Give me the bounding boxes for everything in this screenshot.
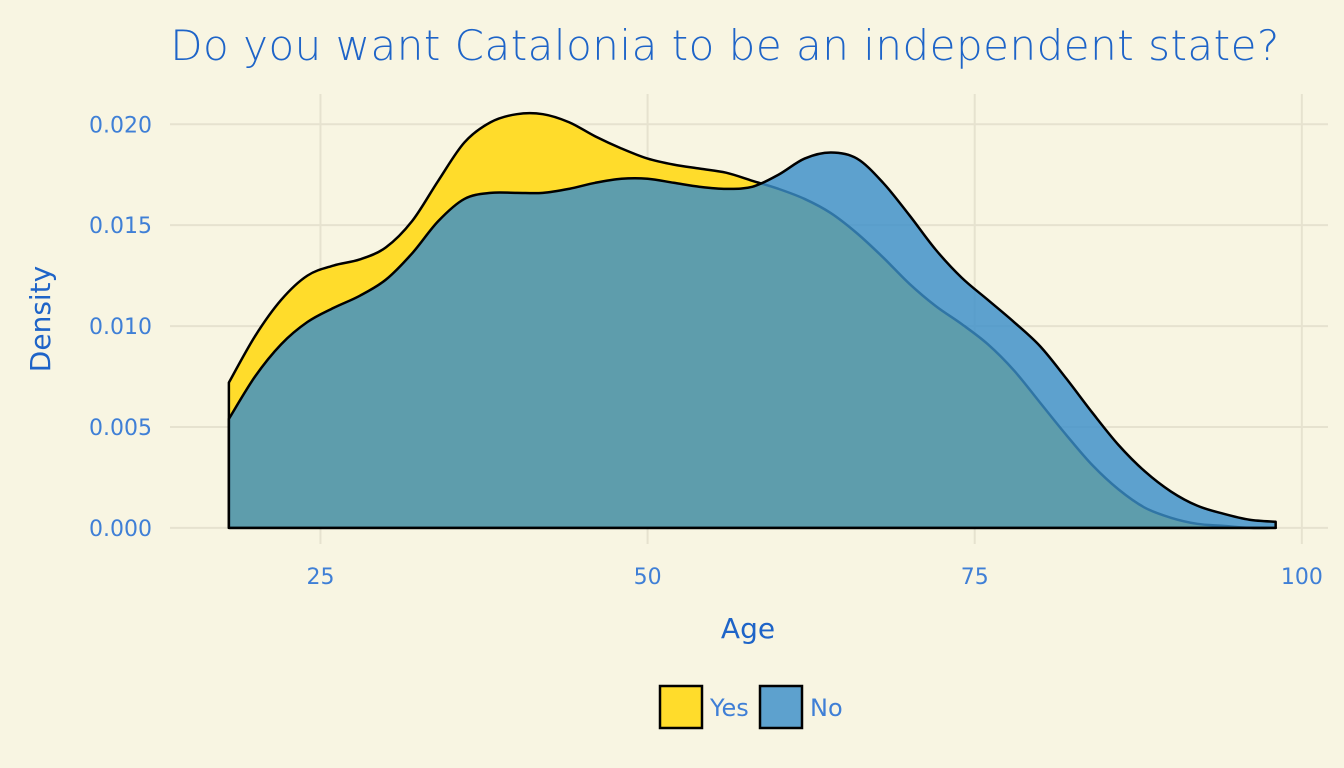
density-area-no	[227, 151, 1277, 530]
density-areas	[227, 111, 1277, 530]
x-axis-label: Age	[721, 612, 775, 645]
x-tick-label: 100	[1281, 565, 1323, 590]
y-tick-label: 0.005	[89, 416, 152, 441]
x-tick-label: 25	[306, 565, 334, 590]
y-tick-label: 0.010	[89, 315, 152, 340]
legend-swatch-no	[758, 684, 804, 730]
legend-label: No	[810, 694, 843, 722]
legend-swatch-yes	[658, 684, 704, 730]
y-tick-label: 0.000	[89, 517, 152, 542]
y-tick-label: 0.015	[89, 214, 152, 239]
x-tick-label: 75	[961, 565, 989, 590]
legend-item-yes: Yes	[658, 684, 749, 730]
legend-item-no: No	[758, 684, 843, 730]
legend: Yes No	[658, 684, 843, 730]
y-tick-label: 0.020	[89, 113, 152, 138]
chart-title: Do you want Catalonia to be an independe…	[170, 21, 1280, 70]
legend-label: Yes	[709, 694, 749, 722]
x-axis-ticks: 25 50 75 100	[306, 565, 1322, 590]
y-axis-ticks: 0.000 0.005 0.010 0.015 0.020	[89, 113, 152, 542]
x-tick-label: 50	[634, 565, 662, 590]
y-axis-label: Density	[24, 266, 57, 372]
